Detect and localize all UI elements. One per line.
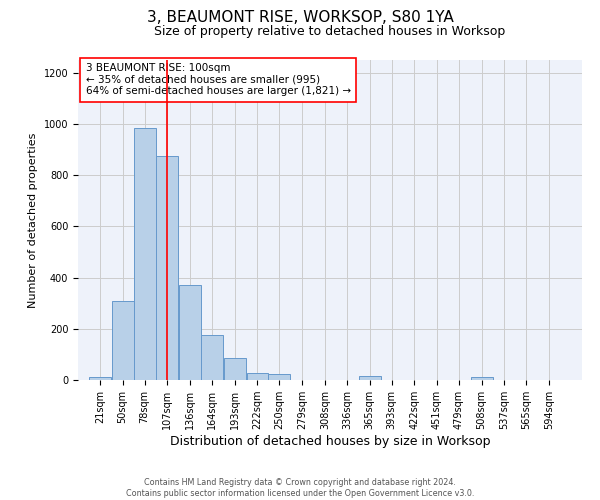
Bar (470, 376, 493, 380)
Bar (268, 374, 290, 380)
Bar (112, 300, 134, 380)
Bar (179, 286, 201, 380)
Bar (201, 335, 223, 380)
Title: Size of property relative to detached houses in Worksop: Size of property relative to detached ho… (154, 25, 506, 38)
X-axis label: Distribution of detached houses by size in Worksop: Distribution of detached houses by size … (170, 435, 490, 448)
Y-axis label: Number of detached properties: Number of detached properties (28, 132, 38, 308)
Bar (157, 156, 178, 380)
Bar (89, 376, 111, 380)
Bar (224, 358, 246, 380)
Text: 3 BEAUMONT RISE: 100sqm
← 35% of detached houses are smaller (995)
64% of semi-d: 3 BEAUMONT RISE: 100sqm ← 35% of detache… (86, 63, 350, 96)
Bar (359, 376, 380, 380)
Bar (134, 128, 155, 380)
Bar (247, 373, 268, 380)
Text: Contains HM Land Registry data © Crown copyright and database right 2024.
Contai: Contains HM Land Registry data © Crown c… (126, 478, 474, 498)
Text: 3, BEAUMONT RISE, WORKSOP, S80 1YA: 3, BEAUMONT RISE, WORKSOP, S80 1YA (146, 10, 454, 25)
